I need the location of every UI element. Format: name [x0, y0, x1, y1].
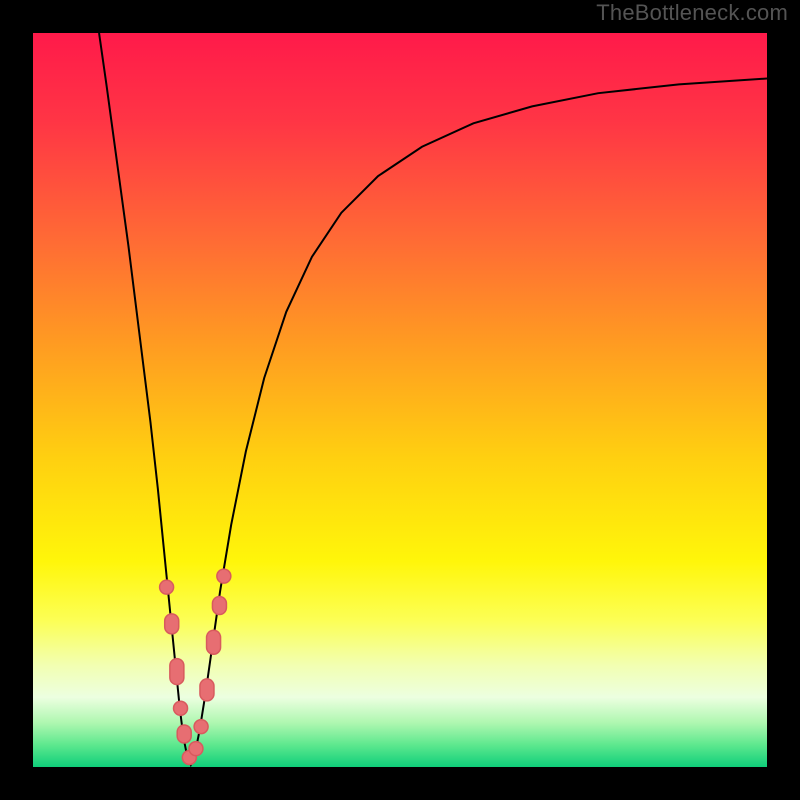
- plot-background: [33, 33, 767, 767]
- marker-pill: [207, 630, 221, 654]
- bottleneck-chart: [0, 0, 800, 800]
- marker-pill: [170, 659, 184, 685]
- marker-pill: [200, 679, 214, 701]
- watermark-text: TheBottleneck.com: [596, 0, 788, 26]
- marker-pill: [177, 725, 191, 743]
- marker-point: [194, 720, 208, 734]
- marker-point: [189, 742, 203, 756]
- marker-pill: [165, 614, 179, 634]
- marker-point: [174, 701, 188, 715]
- marker-point: [217, 569, 231, 583]
- chart-container: TheBottleneck.com: [0, 0, 800, 800]
- marker-point: [160, 580, 174, 594]
- marker-pill: [212, 597, 226, 615]
